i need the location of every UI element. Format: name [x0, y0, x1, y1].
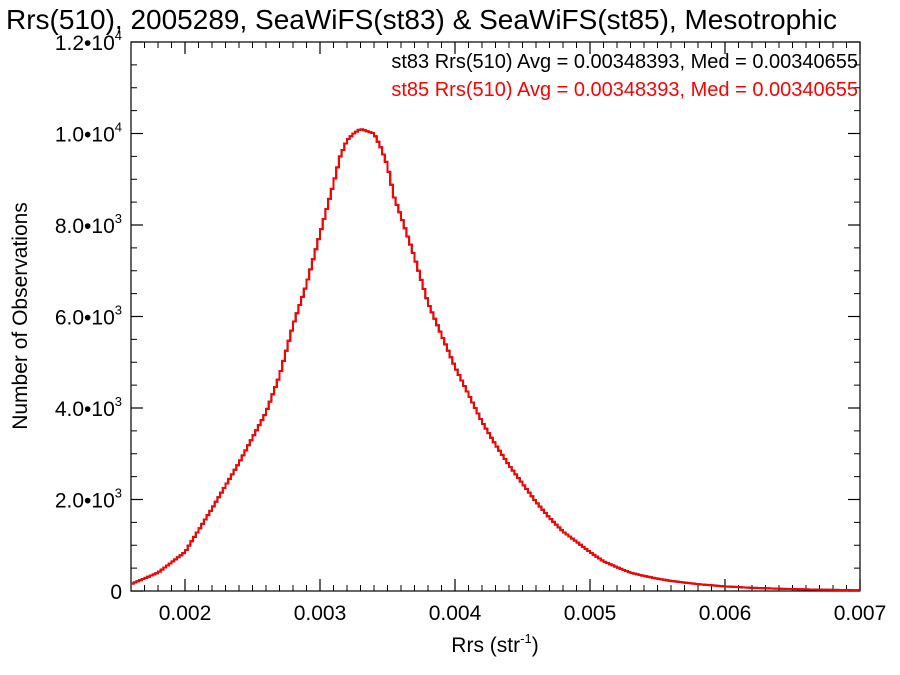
- chart-title: Rrs(510), 2005289, SeaWiFS(st83) & SeaWi…: [6, 4, 837, 35]
- x-tick-label: 0.004: [429, 602, 482, 625]
- series-line-st83: [131, 128, 860, 592]
- x-tick-label: 0.005: [564, 602, 617, 625]
- x-axis-label-close: ): [532, 634, 539, 657]
- x-tick-label: 0.007: [834, 602, 887, 625]
- y-axis-label: Number of Observations: [9, 202, 32, 430]
- x-axis-ticks: 0.002 0.003 0.004 0.005 0.006 0.007: [144, 42, 887, 625]
- x-tick-label: 0.006: [699, 602, 752, 625]
- legend-entry-st83: st83 Rrs(510) Avg = 0.00348393, Med = 0.…: [391, 51, 858, 73]
- y-tick-label: 0: [110, 581, 122, 604]
- y-tick-label: 8.0•103: [55, 211, 122, 238]
- x-axis-label-main: Rrs (str: [451, 634, 520, 657]
- legend-entry-st85: st85 Rrs(510) Avg = 0.00348393, Med = 0.…: [391, 79, 858, 101]
- y-tick-label: 2.0•103: [55, 486, 122, 513]
- series-layer: [131, 128, 860, 592]
- y-tick-label: 4.0•103: [55, 394, 122, 421]
- x-axis-label-sup: -1: [520, 631, 532, 646]
- x-tick-label: 0.003: [294, 602, 347, 625]
- y-tick-label: 6.0•103: [55, 303, 122, 330]
- y-tick-label: 1.2•104: [55, 28, 122, 55]
- y-axis-ticks: 0 2.0•103 4.0•103 6.0•103 8.0•103 1.0•104 1.2•…: [55, 28, 860, 604]
- series-line-st85: [131, 128, 860, 592]
- y-tick-label: 1.0•104: [55, 120, 122, 147]
- plot-area: 0.002 0.003 0.004 0.005 0.006 0.007 0 2.0•103 4…: [55, 28, 886, 625]
- plot-frame: [130, 41, 861, 592]
- x-tick-label: 0.002: [159, 602, 212, 625]
- x-axis-label: Rrs (str-1): [451, 631, 538, 657]
